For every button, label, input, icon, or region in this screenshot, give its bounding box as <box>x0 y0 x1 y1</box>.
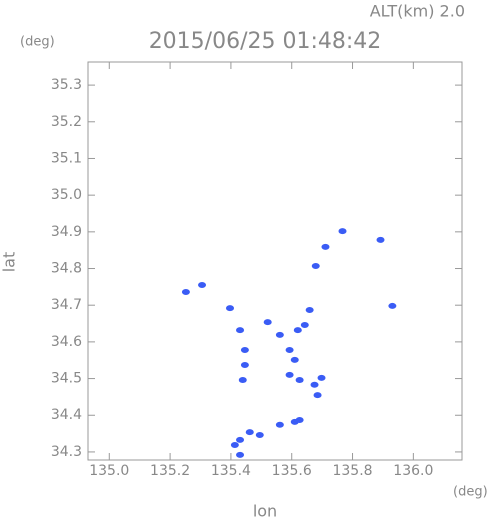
echo-cell <box>300 322 309 329</box>
echo-cell <box>293 327 302 334</box>
echo-cell <box>305 306 314 313</box>
echo-cell <box>321 243 330 250</box>
y-tick-label: 34.5 <box>51 371 82 387</box>
echo-cell <box>285 371 294 378</box>
x-tick-label: 136.0 <box>393 463 433 479</box>
echo-cell <box>295 377 304 384</box>
echo-cell <box>388 302 397 309</box>
echo-cell <box>317 374 326 381</box>
y-tick-label: 34.7 <box>51 297 82 313</box>
y-tick-label: 34.4 <box>51 407 82 423</box>
echo-cell <box>198 282 207 289</box>
echo-cell <box>240 361 249 368</box>
x-tick-label: 135.4 <box>211 463 251 479</box>
echo-cell <box>311 262 320 269</box>
y-tick-label: 35.1 <box>51 150 82 166</box>
echo-cell <box>295 417 304 424</box>
y-tick-label: 34.8 <box>51 261 82 277</box>
x-tick-label: 135.0 <box>89 463 129 479</box>
echo-cell <box>338 228 347 235</box>
y-tick-label: 34.3 <box>51 444 82 460</box>
echo-cell <box>313 392 322 399</box>
altitude-label: ALT(km) 2.0 <box>370 2 465 21</box>
x-axis-label: lon <box>253 502 277 521</box>
echo-cell <box>181 288 190 295</box>
y-tick-label: 35.0 <box>51 187 82 203</box>
echo-cell <box>236 436 245 443</box>
x-tick-label: 135.8 <box>332 463 372 479</box>
y-tick-label: 35.3 <box>51 77 82 93</box>
x-tick-label: 135.6 <box>272 463 312 479</box>
chart-title: 2015/06/25 01:48:42 <box>149 29 382 54</box>
x-unit: (deg) <box>453 485 488 500</box>
x-tick-label: 135.2 <box>150 463 190 479</box>
echo-cell <box>245 429 254 436</box>
echo-cell <box>275 421 284 428</box>
echo-cell <box>236 451 245 458</box>
echo-cell <box>225 305 234 312</box>
y-tick-label: 34.9 <box>51 224 82 240</box>
echo-cell <box>290 356 299 363</box>
echo-cell <box>230 441 239 448</box>
echo-cell <box>275 331 284 338</box>
echo-cell <box>238 377 247 384</box>
echo-cell <box>263 319 272 326</box>
y-tick-label: 34.6 <box>51 334 82 350</box>
echo-cell <box>236 327 245 334</box>
echo-cell <box>310 381 319 388</box>
echo-cell <box>240 346 249 353</box>
y-axis-label: lat <box>0 252 19 273</box>
y-unit: (deg) <box>20 35 55 50</box>
echo-cell <box>285 346 294 353</box>
echo-cell <box>376 236 385 243</box>
y-tick-label: 35.2 <box>51 114 82 130</box>
plot-frame <box>87 61 463 461</box>
echo-cell <box>255 432 264 439</box>
